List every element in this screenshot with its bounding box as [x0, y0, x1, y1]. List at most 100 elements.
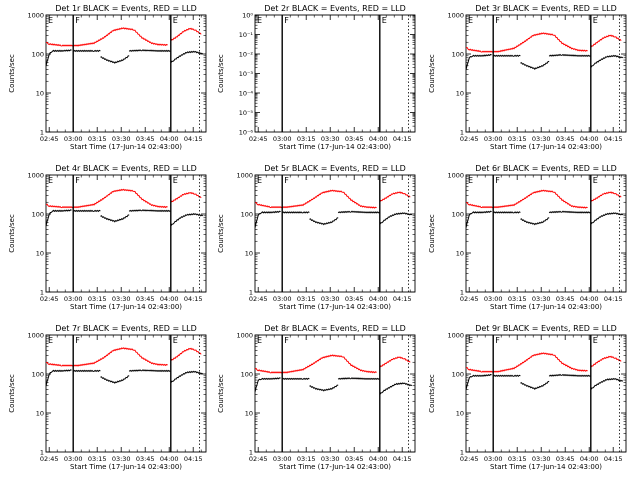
marker-label-e: E [173, 16, 178, 25]
panel-title: Det 1r BLACK = Events, RED = LLD [55, 4, 197, 13]
series-events [255, 377, 413, 396]
y-axis-label: Counts/sec [428, 54, 436, 93]
lld-curve-segment [46, 27, 168, 47]
events-curve-segment [46, 49, 72, 67]
panel-det-7r: Det 7r BLACK = Events, RED = LLD 1 10 100 10… [8, 324, 207, 471]
x-tick-label: 03:00 [484, 295, 503, 303]
y-tick-label: 1000 [447, 171, 464, 179]
y-tick-label: 10⁻¹ [239, 31, 254, 39]
events-curve-segment [281, 377, 310, 380]
x-tick-label: 03:30 [112, 295, 131, 303]
x-tick-label: 03:15 [508, 455, 527, 463]
x-tick-label: 03:45 [556, 295, 575, 303]
x-tick-label: 04:00 [580, 295, 599, 303]
y-tick-label: 10 [456, 249, 464, 257]
y-tick-label: 100 [241, 210, 253, 218]
y-axis-label: Counts/sec [8, 54, 16, 93]
x-tick-label: 04:15 [604, 135, 623, 143]
x-tick-label: 04:00 [160, 455, 179, 463]
plot-frame [45, 334, 207, 453]
events-curve-segment [46, 209, 72, 227]
events-curve-segment [255, 210, 281, 229]
x-tick-label: 03:00 [484, 135, 503, 143]
x-tick-label: 03:30 [321, 135, 340, 143]
y-tick-label: 1 [40, 128, 44, 136]
x-tick-label: 04:00 [580, 135, 599, 143]
y-tick-label: 10 [36, 89, 44, 97]
events-curve-segment [281, 211, 310, 214]
x-tick-label: 03:45 [556, 455, 575, 463]
events-curve-segment [72, 369, 101, 373]
events-curve-segment [128, 49, 172, 53]
x-tick-label: 04:15 [393, 295, 412, 303]
y-tick-label: 1 [40, 288, 44, 296]
y-tick-label: 1 [460, 448, 464, 456]
x-tick-label: 04:15 [184, 135, 203, 143]
panel-det-5r: Det 5r BLACK = Events, RED = LLD 1 10 100 10… [217, 164, 416, 311]
marker-label-f: F [495, 336, 500, 345]
y-tick-label: 1000 [447, 11, 464, 19]
panel-title: Det 2r BLACK = Events, RED = LLD [264, 4, 406, 13]
events-curve-segment [590, 377, 624, 391]
x-tick-label: 03:15 [297, 295, 316, 303]
x-tick-label: 03:15 [508, 135, 527, 143]
marker-label-e-start: E [48, 176, 53, 185]
y-axis-label: Counts/sec [428, 374, 436, 413]
x-tick-label: 03:00 [273, 455, 292, 463]
x-tick-label: 03:45 [556, 135, 575, 143]
panel-det-1r: Det 1r BLACK = Events, RED = LLD 1 10 100 10… [8, 4, 207, 151]
marker-label-e: E [173, 336, 178, 345]
x-tick-label: 03:45 [136, 295, 155, 303]
x-tick-label: 02:45 [460, 295, 479, 303]
series-events [255, 210, 413, 229]
plot-area [466, 189, 624, 229]
marker-label-e: E [593, 16, 598, 25]
y-tick-label: 10⁻² [239, 50, 254, 58]
y-tick-label: 100 [452, 210, 464, 218]
x-tick-label: 03:15 [88, 455, 107, 463]
x-tick-label: 04:15 [184, 455, 203, 463]
y-tick-label: 100 [32, 50, 44, 58]
x-axis-label: Start Time (17-Jun-14 02:43:00) [490, 303, 602, 311]
marker-label-e: E [593, 176, 598, 185]
plot-area [255, 189, 413, 229]
marker-label-e-start: E [257, 336, 262, 345]
marker-label-e-start: E [48, 16, 53, 25]
series-events [46, 49, 204, 67]
y-tick-label: 100 [32, 210, 44, 218]
events-curve-segment [379, 212, 413, 225]
marker-label-e-start: E [468, 16, 473, 25]
x-tick-label: 03:15 [297, 455, 316, 463]
x-axis-label: Start Time (17-Jun-14 02:43:00) [279, 143, 391, 151]
x-tick-label: 03:30 [321, 455, 340, 463]
x-tick-label: 02:45 [460, 135, 479, 143]
y-tick-label: 1000 [447, 331, 464, 339]
series-lld [46, 27, 202, 47]
x-tick-label: 04:00 [580, 455, 599, 463]
events-curve-segment [492, 374, 521, 378]
y-axis-label: Counts/sec [8, 374, 16, 413]
events-curve-segment [100, 375, 130, 384]
y-axis-label: Counts/sec [8, 214, 16, 253]
x-tick-label: 03:15 [297, 135, 316, 143]
x-axis-label: Start Time (17-Jun-14 02:43:00) [490, 143, 602, 151]
lld-curve-segment [255, 189, 377, 209]
y-tick-label: 1000 [27, 11, 44, 19]
plot-area [466, 32, 624, 71]
x-tick-label: 04:15 [604, 295, 623, 303]
x-tick-label: 02:45 [249, 455, 268, 463]
plot-frame [45, 14, 207, 133]
x-tick-label: 03:45 [345, 135, 364, 143]
x-tick-label: 02:45 [40, 135, 59, 143]
marker-label-e-start: E [257, 16, 262, 25]
marker-label-f: F [75, 176, 80, 185]
y-tick-label: 1 [460, 128, 464, 136]
x-tick-label: 02:45 [249, 295, 268, 303]
x-axis-label: Start Time (17-Jun-14 02:43:00) [70, 303, 182, 311]
panel-det-9r: Det 9r BLACK = Events, RED = LLD 1 10 100 10… [428, 324, 627, 471]
panel-title: Det 4r BLACK = Events, RED = LLD [55, 164, 197, 173]
series-lld [255, 189, 411, 209]
series-lld [466, 189, 622, 209]
events-curve-segment [72, 49, 101, 53]
x-tick-label: 04:15 [184, 295, 203, 303]
